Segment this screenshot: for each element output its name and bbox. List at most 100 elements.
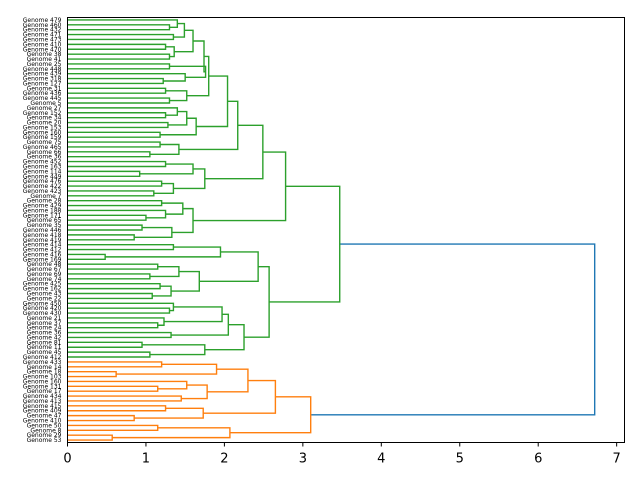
leaf-label: Genome 127	[23, 80, 62, 87]
dendrogram-link-56	[152, 285, 172, 297]
leaf-label: Genome 66	[27, 149, 62, 156]
leaf-label: Genome 473	[23, 36, 62, 43]
dendrogram-link-49	[105, 246, 222, 258]
leaf-label: Genome 479	[23, 17, 62, 24]
dendrogram-link-48	[199, 251, 259, 282]
leaf-label: Genome 418	[23, 232, 62, 239]
dendrogram-link-26	[67, 112, 167, 119]
x-axis: 0 1 2 3 4 5 6 7	[63, 442, 621, 467]
dendrogram-link-23	[160, 117, 197, 136]
leaf-label: Genome 409	[23, 408, 62, 415]
leaf-label: Genome 423	[23, 188, 62, 195]
leaf-label: Genome 413	[23, 398, 62, 405]
leaf-label: Genome 131	[23, 383, 62, 390]
leaf-label: Genome 425	[23, 281, 62, 288]
x-tick-label: 1	[142, 452, 150, 467]
dendrogram-link-44	[134, 226, 173, 239]
leaf-label: Genome 38	[27, 51, 62, 58]
dendrogram-link-10	[67, 19, 179, 28]
dendrogram-link-43	[67, 214, 147, 221]
leaf-label: Genome 449	[23, 173, 62, 180]
leaf-label: Genome 476	[23, 178, 62, 185]
dendrogram-link-45	[67, 224, 143, 231]
dendrogram-link-11	[67, 24, 171, 31]
leaf-label: Genome 169	[23, 256, 62, 263]
leaf-label: Genome 153	[23, 124, 62, 131]
dendrogram-link-14	[67, 43, 167, 50]
dendrogram-link-69	[67, 351, 151, 358]
leaf-label: Genome 43	[27, 291, 62, 298]
x-tick-label: 3	[299, 452, 307, 467]
dendrogram-link-24	[167, 110, 188, 126]
dendrogram-link-35	[67, 170, 141, 177]
dendrogram-link-2	[193, 151, 287, 222]
dendrogram-link-6	[186, 55, 210, 97]
leaf-label: Genome 159	[23, 134, 62, 141]
leaf-label: Genome 460	[23, 22, 62, 29]
dendrogram-link-61	[163, 306, 223, 323]
dendrogram-link-38	[67, 190, 155, 197]
dendrogram-link-9	[173, 22, 186, 38]
dendrogram-link-57	[67, 283, 161, 290]
dendrogram-link-72	[207, 368, 249, 393]
leaf-label: Genome 69	[27, 271, 62, 278]
dendrogram-link-85	[67, 434, 113, 441]
dendrogram-link-77	[67, 380, 188, 390]
leaf-label: Genome 41	[27, 56, 62, 63]
dendrogram-link-33	[139, 163, 194, 175]
leaf-label: Genome 7	[30, 193, 61, 200]
leaf-label: Genome 5	[30, 100, 61, 107]
leaf-label: Genome 65	[27, 217, 62, 224]
leaf-label: Genome 53	[27, 437, 62, 444]
dendrogram-link-79	[67, 395, 182, 402]
leaf-label: Genome 430	[23, 310, 62, 317]
dendrogram-link-18	[67, 72, 186, 82]
dendrogram-link-67	[142, 344, 206, 356]
dendrogram-link-46	[67, 234, 135, 241]
leaf-label: Genome 36	[27, 330, 62, 337]
dendrogram-link-58	[67, 292, 153, 300]
dendrogram-link-52	[171, 270, 200, 292]
dendrogram-link-74	[67, 361, 163, 368]
dendrogram-link-64	[67, 317, 165, 326]
dendrogram-link-80	[134, 407, 204, 419]
dendrogram-link-30	[67, 141, 161, 148]
dendrogram-link-81	[67, 405, 167, 412]
dendrogram-link-50	[67, 243, 175, 251]
leaf-label: Genome 14	[27, 364, 62, 371]
x-tick-label: 6	[534, 452, 542, 467]
dendrogram-link-36	[153, 182, 175, 195]
dendrogram-link-65	[67, 322, 159, 329]
leaf-label: Genome 450	[23, 300, 62, 307]
leaf-label: Genome 27	[27, 105, 62, 112]
leaf-label: Genome 410	[23, 41, 62, 48]
dendrogram-link-53	[149, 265, 180, 278]
leaf-label: Genome 74	[27, 276, 62, 283]
dendrogram-link-19	[67, 77, 164, 85]
x-tick-label: 0	[63, 452, 71, 467]
leaf-label: Genome 445	[23, 95, 62, 102]
dendrogram-link-66	[67, 331, 172, 339]
x-tick-label: 7	[613, 452, 621, 467]
dendrogram-link-47	[244, 265, 270, 338]
leaf-label: Genome 17	[27, 388, 62, 395]
dendrogram-link-63	[67, 307, 171, 314]
dendrogram-link-42	[67, 209, 167, 219]
dendrogram-link-13	[165, 46, 175, 58]
leaf-label: Genome 24	[27, 325, 62, 332]
dendrogram-link-51	[67, 253, 106, 261]
leaf-label: Genome 436	[23, 90, 62, 97]
leaf-label: Genome 8	[30, 427, 61, 434]
leaf-label: Genome 452	[23, 159, 62, 166]
leaf-label: Genome 429	[23, 203, 62, 210]
dendrogram-link-7	[193, 40, 206, 73]
leaf-label: Genome 420	[23, 305, 62, 312]
leaf-label: Genome 414	[23, 242, 62, 249]
leaf-label: Genome 410	[23, 418, 62, 425]
dendrogram-link-83	[112, 427, 231, 439]
leaf-label: Genome 25	[27, 61, 62, 68]
leaf-label: Genome 160	[23, 129, 62, 136]
leaf-label: Genome 45	[27, 349, 62, 356]
leaf-label: Genome 318	[23, 76, 62, 83]
